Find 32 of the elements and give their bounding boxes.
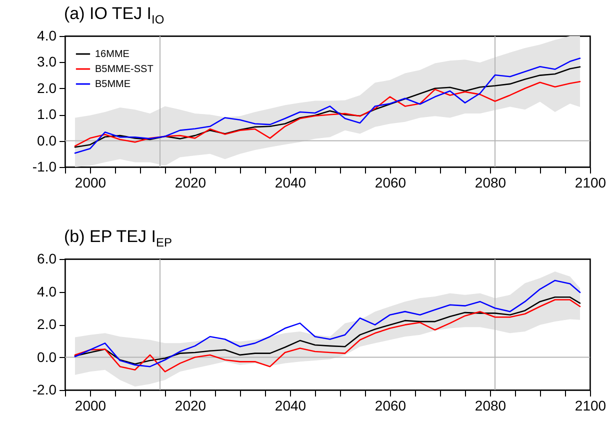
x-tick-label: 2000 [74, 398, 106, 414]
x-tick-label: 2020 [174, 174, 206, 190]
y-tick-label: -1.0 [32, 158, 57, 174]
legend-label: 16MME [95, 49, 130, 60]
y-tick-label: 0.0 [37, 132, 57, 148]
x-tick-label: 2080 [474, 398, 506, 414]
y-tick-label: 4.0 [37, 283, 57, 300]
x-tick-label: 2080 [474, 174, 506, 190]
y-tick-label: -2.0 [32, 382, 57, 398]
line-series [74, 58, 581, 154]
x-tick-label: 2020 [174, 398, 206, 414]
x-tick-label: 2100 [574, 174, 606, 190]
line-series [74, 280, 581, 368]
y-tick-label: 6.0 [37, 250, 57, 266]
x-tick-label: 2060 [374, 398, 406, 414]
chart-title: (a) IO TEJ I$_{IO}$ [64, 3, 164, 28]
x-tick-label: 2040 [274, 174, 306, 190]
y-tick-label: 2.0 [37, 80, 57, 96]
legend-label: B5MME [95, 79, 131, 90]
x-tick-label: 2100 [574, 398, 606, 414]
chart-title: (b) EP TEJ I$_{EP}$ [64, 226, 172, 252]
y-tick-label: 0.0 [37, 348, 57, 365]
y-tick-label: 4.0 [37, 28, 57, 44]
y-tick-label: 2.0 [37, 316, 57, 332]
x-tick-label: 2040 [274, 398, 306, 414]
y-tick-label: 3.0 [37, 54, 57, 70]
legend-label: B5MME-SST [95, 64, 154, 75]
x-tick-label: 2060 [374, 174, 406, 190]
y-tick-label: 1.0 [37, 106, 57, 122]
line-series [74, 80, 581, 147]
x-tick-label: 2000 [74, 174, 106, 190]
line-series [74, 66, 581, 148]
